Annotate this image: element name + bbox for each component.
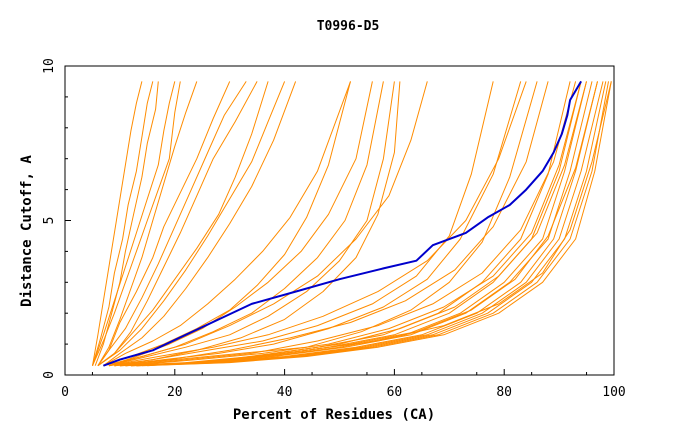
y-tick-label-5: 5 <box>42 217 57 225</box>
x-tick-label-100: 100 <box>602 385 625 400</box>
x-tick-label-80: 80 <box>496 385 512 400</box>
series-line-7 <box>97 81 258 367</box>
series-line-34 <box>114 81 549 367</box>
series-line-24 <box>130 81 604 367</box>
chart-title: T0996-D5 <box>317 19 380 34</box>
series-line-14 <box>114 81 401 367</box>
series-line-37 <box>92 81 176 366</box>
series-line-8 <box>97 81 269 367</box>
series-line-36 <box>97 81 286 367</box>
series-line-35 <box>103 81 428 367</box>
series-line-4 <box>97 81 198 366</box>
series-line-22 <box>125 81 593 367</box>
series-line-9 <box>103 81 297 367</box>
series-line-28 <box>130 81 587 367</box>
series-line-15 <box>103 81 351 367</box>
series-line-38 <box>92 81 143 366</box>
series-line-1 <box>92 81 154 366</box>
series-line-33 <box>108 81 527 367</box>
series-line-13 <box>108 81 395 367</box>
series-line-31 <box>136 81 598 367</box>
x-tick-label-40: 40 <box>277 385 293 400</box>
series-line-32 <box>147 81 612 367</box>
y-tick-label-10: 10 <box>42 58 57 74</box>
plot-lines <box>92 80 612 367</box>
series-line-11 <box>108 81 373 367</box>
x-tick-label-60: 60 <box>387 385 403 400</box>
axis-ticks: 0 20 40 60 80 100 0 5 10 <box>42 58 626 400</box>
x-tick-label-20: 20 <box>167 385 183 400</box>
series-line-18 <box>114 81 538 367</box>
series-line-30 <box>119 81 577 367</box>
y-axis-label: Distance Cutoff, A <box>19 155 35 307</box>
series-line-2 <box>94 81 159 366</box>
series-line-10 <box>103 81 351 367</box>
series-line-29 <box>125 81 582 367</box>
series-line-21 <box>125 81 587 367</box>
x-axis-label: Percent of Residues (CA) <box>233 407 435 423</box>
series-line-16 <box>108 81 494 367</box>
series-line-17 <box>114 81 522 367</box>
series-line-5 <box>97 81 231 366</box>
series-line-19 <box>119 81 571 367</box>
series-line-20 <box>119 81 582 367</box>
x-tick-label-0: 0 <box>61 385 69 400</box>
y-tick-label-0: 0 <box>42 371 57 379</box>
series-line-27 <box>141 81 612 367</box>
highlight-series-line <box>103 80 582 367</box>
series-line-3 <box>92 81 181 366</box>
series-line-6 <box>97 81 247 366</box>
